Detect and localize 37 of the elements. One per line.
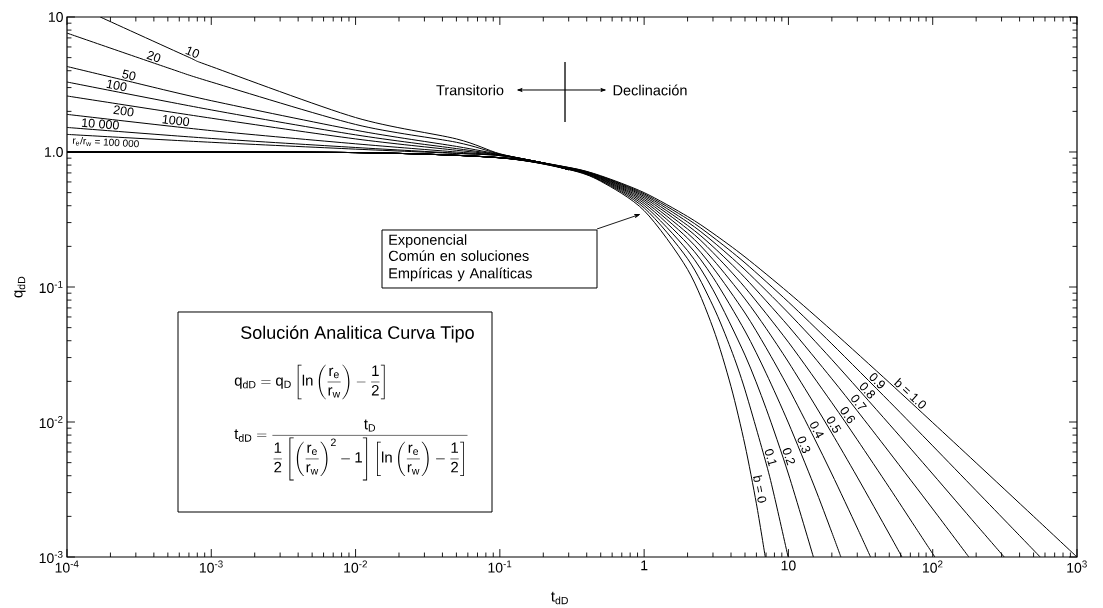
annotation: $\mathrm{q}_{\mathrm{dD}} = \mathrm{q}_{\mathrm{D}}\left[\ln\left(\frac{\mathrm{r}_{\mathrm{e}}}{\mathrm{r}_{\mathrm{w}}}\right) - \frac{\mathrm{1}}{\mathrm{2}}\right]$	[234, 364, 385, 400]
y-tick-label: 10	[48, 12, 63, 22]
text: 0.2	[782, 448, 795, 466]
text: 0.6	[840, 406, 855, 424]
text: 0.3	[797, 436, 811, 454]
text: 10	[185, 46, 200, 58]
x-tick-label: 10$^{3}$	[1067, 560, 1087, 573]
y-tick-label: 10$^{-2}$	[39, 415, 63, 429]
text: 100	[106, 79, 127, 92]
x-tick-label: 10	[781, 560, 796, 571]
text: b = 0	[753, 475, 767, 503]
annotation: Exponencial	[389, 234, 467, 248]
series-label: r$_{e}$/r$_{w}$ = 100 000	[72, 136, 139, 148]
text: 200	[113, 105, 134, 117]
text: 0.5	[826, 416, 842, 433]
series-label: 10 000	[81, 118, 119, 130]
x-tick-label: 10$^{2}$	[923, 560, 943, 573]
text: 0.4	[810, 421, 824, 439]
annotation: Común en soluciones Empíricas y Analíticas	[388, 250, 532, 282]
x-tick-label: 10$^{-2}$	[344, 560, 367, 573]
text: b = 1.0	[893, 377, 927, 409]
x-tick-label: 10$^{-4}$	[55, 560, 79, 573]
text: 1000	[162, 114, 190, 127]
y-tick-label: 10$^{-1}$	[39, 280, 63, 294]
text: 50	[122, 69, 136, 81]
annotation: Transitorio	[436, 84, 504, 96]
text: 0.1	[764, 449, 777, 467]
annotation: Solución Analitica Curva Tipo	[241, 325, 474, 343]
x-tick-label: 10$^{-1}$	[488, 560, 512, 573]
y-axis-title: q$_{dD}$	[14, 276, 26, 298]
annotation: $\mathrm{t}_{\mathrm{dD}} = \frac{\mathrm{t}_{\mathrm{D}}}{\dfrac{\mathrm{1}}{\mathrm{2}}\left[\left(\dfrac{\mathrm{r}_{\mathrm{e}}}{\mathrm{r}_{\mathrm{w}}}\right)^{\mathrm{2}} - \mathrm{1}\right]\left[\ln\left(\dfrac{\mathrm{r}_{\mathrm{e}}}{\mathrm{r}_{\mathrm{w}}}\right) - \dfrac{\mathrm{1}}{\mathrm{2}}\right]}$	[234, 419, 468, 481]
x-axis-title: t$_{dD}$	[551, 591, 568, 605]
x-tick-label: 1	[641, 560, 648, 571]
annotation: Declinación	[613, 84, 687, 96]
x-tick-label: 10$^{-3}$	[199, 560, 223, 573]
text: 20	[146, 51, 161, 63]
y-tick-label: 1.0	[45, 147, 63, 157]
